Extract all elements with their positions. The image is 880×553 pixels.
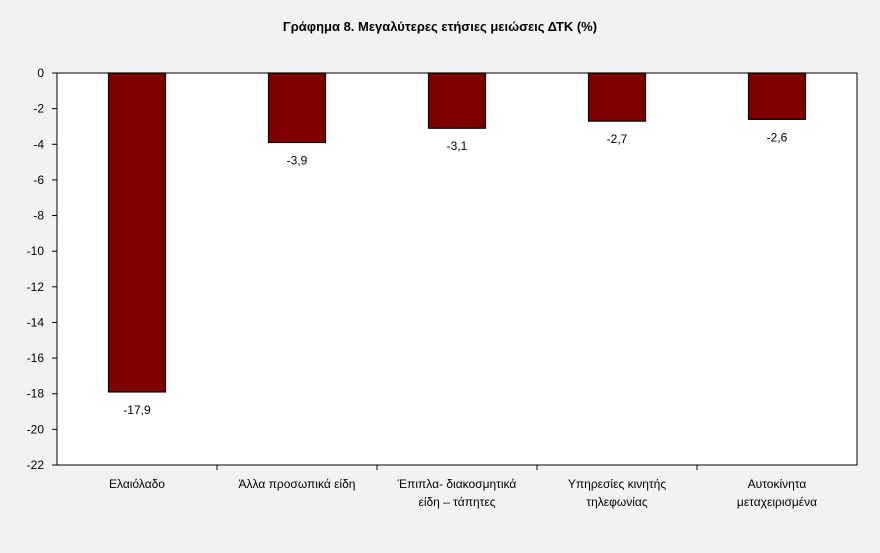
- y-tick-label: -2: [33, 102, 44, 116]
- data-label: -3,1: [447, 139, 468, 153]
- y-tick-label: -12: [27, 280, 45, 294]
- x-category-label: Αυτοκίνητα: [748, 477, 807, 491]
- x-category-label: είδη – τάπητες: [418, 495, 495, 509]
- bar: [267, 72, 327, 144]
- data-label: -2,6: [767, 130, 788, 144]
- bar: [427, 72, 487, 129]
- data-label: -17,9: [123, 403, 151, 417]
- y-tick-label: -22: [27, 458, 45, 472]
- y-tick-label: -10: [27, 244, 45, 258]
- bar: [747, 72, 807, 120]
- y-tick-label: -8: [33, 209, 44, 223]
- x-category-label: Άλλα προσωπικά είδη: [239, 477, 356, 491]
- chart-title: Γράφημα 8. Μεγαλύτερες ετήσιες μειώσεις …: [282, 19, 598, 34]
- bar: [107, 72, 167, 393]
- y-tick-label: -18: [27, 387, 45, 401]
- x-category-label: τηλεφωνίας: [586, 495, 648, 509]
- x-category-label: Ελαιόλαδο: [109, 477, 165, 491]
- y-tick-label: -16: [27, 351, 45, 365]
- data-label: -3,9: [287, 153, 308, 167]
- plot-area: [56, 72, 858, 466]
- x-category-label: μεταχειρισμένα: [737, 495, 817, 509]
- y-tick-label: -4: [33, 137, 44, 151]
- y-tick-label: -6: [33, 173, 44, 187]
- y-tick-label: -14: [27, 315, 45, 329]
- y-tick-label: -20: [27, 422, 45, 436]
- data-label: -2,7: [607, 132, 628, 146]
- y-tick-label: 0: [37, 66, 44, 80]
- x-category-label: Υπηρεσίες κινητής: [568, 477, 666, 491]
- x-category-label: Έπιπλα- διακοσμητικά: [397, 477, 517, 491]
- bar: [587, 72, 647, 122]
